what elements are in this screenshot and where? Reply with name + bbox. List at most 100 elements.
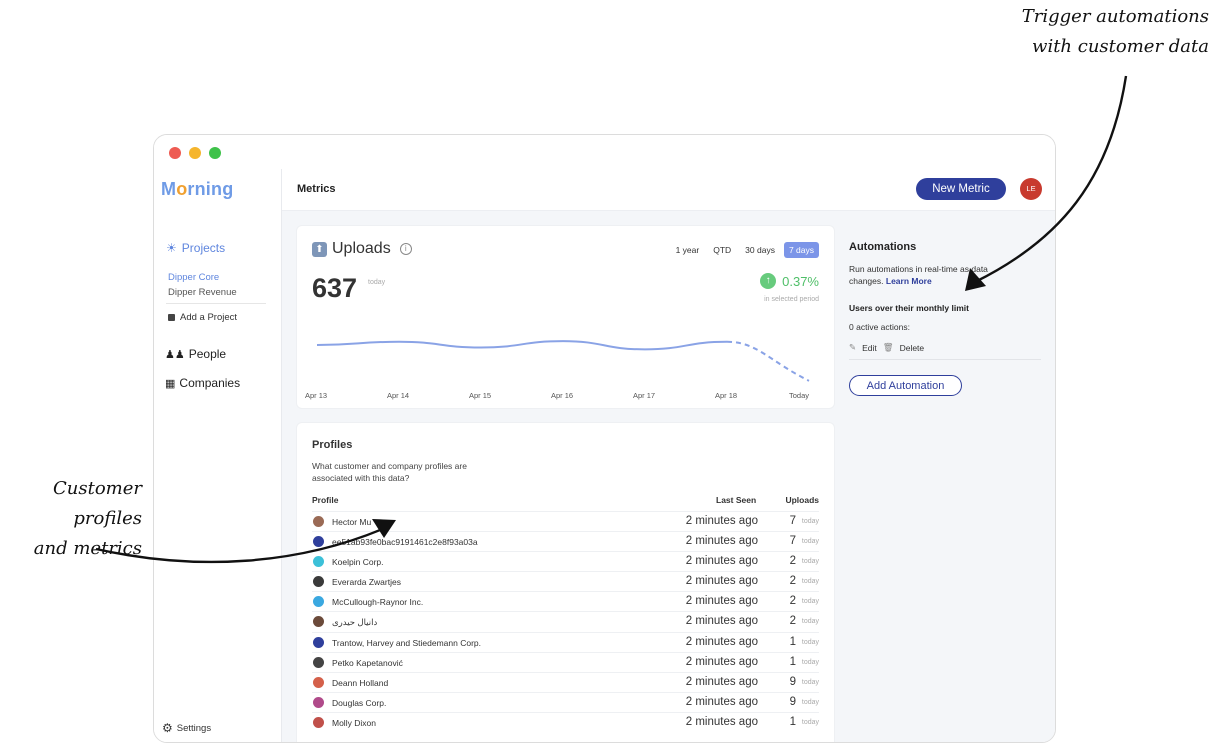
sidebar-project-dipper-core[interactable]: Dipper Core: [168, 272, 220, 283]
profile-name[interactable]: Deann Holland: [332, 677, 389, 688]
profile-name[interactable]: Petko Kapetanović: [332, 657, 403, 668]
profile-name[interactable]: McCullough-Raynor Inc.: [332, 597, 424, 608]
profile-last-seen: 2 minutes ago: [685, 555, 758, 568]
profile-uploads: 9: [789, 675, 796, 688]
table-row[interactable]: Deann Holland 2 minutes ago 9 today: [312, 671, 819, 692]
table-row[interactable]: Koelpin Corp. 2 minutes ago 2 today: [312, 551, 819, 571]
profile-name[interactable]: Hector Mu: [332, 517, 372, 527]
annotation-line: with customer data: [1032, 36, 1209, 57]
table-row[interactable]: ee51ab93fe0bac9191461c2e8f93a03a 2 minute…: [312, 531, 819, 551]
profile-avatar: [313, 696, 324, 708]
arrow-up-icon: ↑: [760, 273, 777, 289]
uploads-value: 637: [312, 273, 358, 303]
avatar[interactable]: LE: [1020, 178, 1042, 200]
x-tick-label: Today: [789, 391, 810, 400]
profile-name[interactable]: Trantow, Harvey and Stiedemann Corp.: [332, 637, 481, 648]
column-header-last-seen[interactable]: Last Seen: [716, 495, 757, 505]
sidebar-item-label: Projects: [181, 241, 226, 255]
profile-name[interactable]: Koelpin Corp.: [332, 557, 384, 568]
automations-title: Automations: [849, 241, 917, 253]
range-selector: 1 year QTD 30 days 7 days: [671, 242, 819, 258]
close-window-button[interactable]: [169, 147, 181, 159]
x-tick-label: Apr 17: [633, 391, 656, 400]
profile-name[interactable]: ee51ab93fe0bac9191461c2e8f93a03a: [332, 537, 478, 548]
range-option[interactable]: 7 days: [783, 242, 819, 258]
main-content: ⬆ Uploads i 1 year QTD 30 days 7 days 637 t…: [282, 211, 1055, 742]
sidebar-item-people[interactable]: ♟♟ People: [165, 347, 226, 361]
table-row[interactable]: Trantow, Harvey and Stiedemann Corp. 2 mi…: [312, 631, 819, 652]
profile-name[interactable]: Douglas Corp.: [332, 697, 387, 708]
edit-button[interactable]: Edit: [862, 342, 877, 353]
app-logo[interactable]: Morning: [161, 179, 234, 199]
profile-uploads-period: today: [801, 658, 819, 666]
automations-divider: [849, 359, 1041, 360]
uploads-value-period: today: [368, 279, 386, 286]
x-tick-label: Apr 18: [715, 391, 738, 400]
profile-uploads-period: today: [801, 598, 819, 606]
gear-icon: ⚙: [162, 721, 173, 735]
delete-button[interactable]: Delete: [899, 342, 925, 353]
profile-uploads: 2: [789, 555, 796, 568]
profile-uploads: 2: [789, 595, 796, 608]
uploads-line-chart: [316, 340, 810, 382]
profiles-table-header: Profile Last Seen Uploads: [312, 495, 819, 510]
top-bar: Metrics New Metric LE: [282, 169, 1055, 211]
profile-uploads: 7: [789, 535, 796, 548]
profile-name[interactable]: Molly Dixon: [332, 717, 376, 728]
profile-uploads-period: today: [801, 678, 819, 686]
range-option[interactable]: QTD: [713, 245, 732, 255]
profile-last-seen: 2 minutes ago: [685, 715, 758, 728]
uploads-title: Uploads: [332, 240, 391, 257]
uploads-change-period: in selected period: [764, 296, 819, 303]
table-row[interactable]: Everarda Zwartjes 2 minutes ago 2 today: [312, 571, 819, 591]
profile-avatar: [313, 716, 324, 728]
profile-uploads-period: today: [801, 618, 819, 626]
maximize-window-button[interactable]: [209, 147, 221, 159]
column-header-uploads[interactable]: Uploads: [785, 495, 819, 505]
profile-last-seen: 2 minutes ago: [685, 575, 758, 588]
profile-last-seen: 2 minutes ago: [685, 595, 758, 608]
range-option[interactable]: 1 year: [675, 245, 700, 255]
profile-uploads-period: today: [801, 518, 819, 525]
table-row[interactable]: Douglas Corp. 2 minutes ago 9 today: [312, 691, 819, 712]
table-row[interactable]: Petko Kapetanović 2 minutes ago 1 today: [312, 651, 819, 672]
uploads-change: ↑ 0.37%: [760, 273, 819, 289]
profile-uploads-period: today: [801, 718, 819, 726]
uploads-header: ⬆ Uploads i: [312, 240, 412, 258]
profile-avatar: [313, 636, 324, 648]
series-line-projected: [726, 340, 810, 382]
new-metric-button[interactable]: New Metric: [916, 178, 1006, 200]
sidebar-item-companies[interactable]: ▦ Companies: [165, 376, 240, 390]
range-option[interactable]: 30 days: [745, 245, 775, 255]
add-project-button[interactable]: Add a Project: [168, 312, 237, 323]
add-automation-button[interactable]: Add Automation: [849, 375, 962, 396]
profile-uploads: 1: [789, 635, 796, 648]
automations-description-text: Run automations in real-time as data cha…: [849, 264, 988, 286]
sidebar-item-label: Companies: [179, 376, 241, 390]
minimize-window-button[interactable]: [189, 147, 201, 159]
sidebar-item-settings[interactable]: ⚙ Settings: [162, 721, 211, 735]
x-tick-label: Apr 14: [387, 391, 410, 400]
table-row[interactable]: Molly Dixon 2 minutes ago 1 today: [312, 711, 819, 732]
info-icon[interactable]: i: [399, 243, 412, 255]
page-title: Metrics: [297, 183, 336, 195]
profile-last-seen: 2 minutes ago: [685, 515, 758, 527]
profile-last-seen: 2 minutes ago: [685, 535, 758, 548]
sidebar-project-dipper-revenue[interactable]: Dipper Revenue: [168, 287, 237, 298]
sidebar-item-projects[interactable]: ☀ Projects: [166, 241, 225, 255]
learn-more-link[interactable]: Learn More: [885, 276, 932, 286]
plus-square-icon: [168, 314, 175, 321]
profiles-card: Profiles What customer and company profi…: [297, 423, 834, 742]
column-header-profile[interactable]: Profile: [312, 495, 339, 505]
profile-avatar: [313, 616, 324, 628]
profile-name[interactable]: Everarda Zwartjes: [332, 577, 401, 588]
profiles-table-body: Hector Mu 2 minutes ago 7 today ee51ab93fe0b…: [312, 511, 819, 732]
annotation-profiles: Customer profiles and metrics: [2, 474, 142, 564]
profile-last-seen: 2 minutes ago: [685, 675, 758, 688]
profile-avatar: [313, 536, 324, 548]
table-row[interactable]: McCullough-Raynor Inc. 2 minutes ago 2 toda…: [312, 591, 819, 611]
profile-name[interactable]: دانیال حیدری: [332, 617, 378, 628]
table-row[interactable]: Hector Mu 2 minutes ago 7 today: [312, 511, 819, 531]
table-row[interactable]: دانیال حیدری 2 minutes ago 2 today: [312, 611, 819, 631]
uploads-card: ⬆ Uploads i 1 year QTD 30 days 7 days 637 t…: [297, 226, 834, 408]
